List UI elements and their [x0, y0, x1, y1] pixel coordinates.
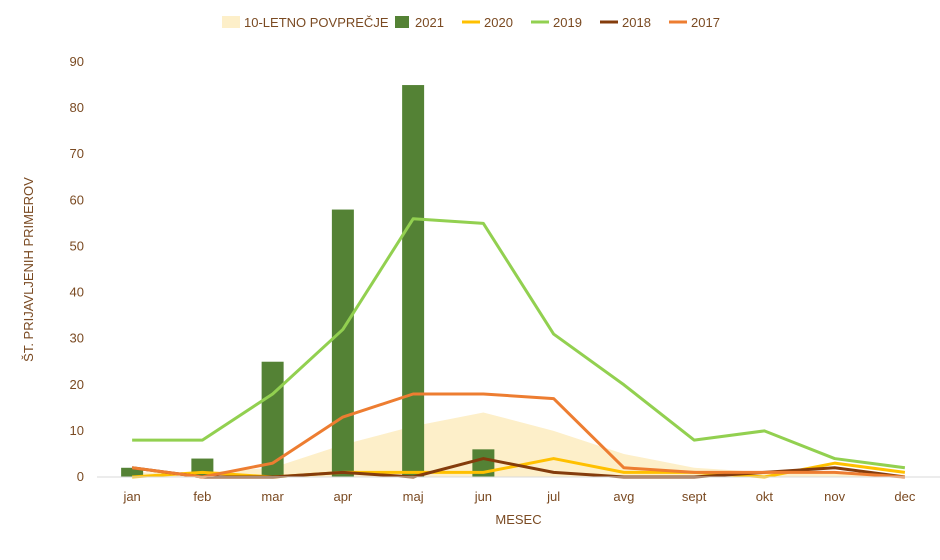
y-axis: 0 10 20 30 40 50 60 70 80 90 [70, 54, 84, 484]
series-area-10-letno-povpre-je [132, 412, 905, 477]
y-axis-title: ŠT. PRIJAVLJENIH PRIMEROV [21, 177, 36, 362]
bar-2021-apr [331, 209, 354, 478]
x-tick-label: jun [474, 489, 492, 504]
x-tick-label: okt [756, 489, 774, 504]
bar-layer [121, 85, 495, 478]
x-tick-label: mar [261, 489, 284, 504]
legend-swatch-2021 [395, 16, 409, 28]
x-tick-label: jul [546, 489, 560, 504]
y-tick-label: 90 [70, 54, 84, 69]
legend: 10-LETNO POVPREČJE 2021 2020 2019 2018 2017 [222, 15, 720, 30]
bar-2021-maj [402, 85, 425, 478]
x-tick-label: maj [403, 489, 424, 504]
legend-swatch-10-letno-povpre-je [222, 16, 240, 28]
series-line-2019 [132, 217, 906, 470]
legend-label-2019: 2019 [553, 15, 582, 30]
x-tick-label: sept [682, 489, 707, 504]
legend-label-10-letno-povpre-je: 10-LETNO POVPREČJE [244, 15, 389, 30]
y-tick-label: 0 [77, 469, 84, 484]
y-tick-label: 40 [70, 285, 84, 300]
x-tick-label: feb [193, 489, 211, 504]
legend-label-2018: 2018 [622, 15, 651, 30]
y-tick-label: 10 [70, 423, 84, 438]
x-tick-label: jan [122, 489, 140, 504]
series-line-2017 [131, 392, 905, 479]
x-axis: jan feb mar apr maj jun jul avg sept okt nov dec [122, 489, 915, 504]
y-tick-label: 60 [70, 192, 84, 207]
legend-label-2021: 2021 [415, 15, 444, 30]
legend-label-2017: 2017 [691, 15, 720, 30]
y-tick-label: 80 [70, 100, 84, 115]
y-tick-label: 20 [70, 377, 84, 392]
y-tick-label: 50 [70, 238, 84, 253]
x-tick-label: avg [613, 489, 634, 504]
x-axis-title: MESEC [495, 512, 541, 527]
y-tick-label: 70 [70, 146, 84, 161]
x-tick-label: apr [333, 489, 352, 504]
x-tick-label: nov [824, 489, 845, 504]
average-area-layer [132, 412, 905, 477]
line-layer [131, 217, 906, 479]
y-tick-label: 30 [70, 331, 84, 346]
legend-label-2020: 2020 [484, 15, 513, 30]
x-tick-label: dec [894, 489, 915, 504]
bar-2021-jan [121, 467, 144, 477]
